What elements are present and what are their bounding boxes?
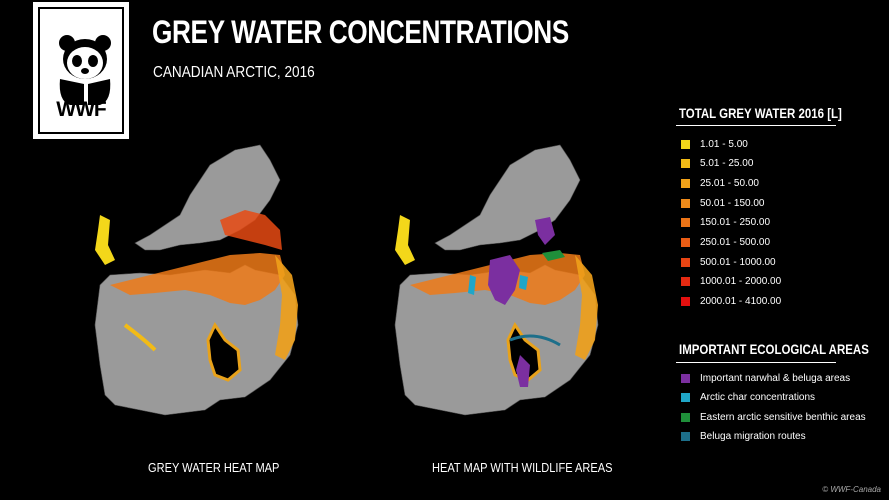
legend-item: Eastern arctic sensitive benthic areas	[681, 410, 866, 424]
panda-icon	[59, 35, 111, 105]
legend-item: 1.01 - 5.00	[681, 137, 748, 151]
legend-item: 50.01 - 150.00	[681, 196, 765, 210]
legend-label: Important narwhal & beluga areas	[700, 372, 851, 384]
arctic-islands	[434, 144, 581, 251]
legend-divider	[676, 362, 836, 363]
legend-swatch	[681, 238, 690, 247]
left-map	[94, 144, 299, 416]
heat-band-west	[95, 215, 115, 265]
legend-swatch	[681, 393, 690, 402]
legend-item: 250.01 - 500.00	[681, 236, 770, 250]
heat-band-north	[220, 210, 282, 250]
legend-item: 1000.01 - 2000.00	[681, 275, 781, 289]
legend-item: 150.01 - 250.00	[681, 216, 770, 230]
legend-label: 1000.01 - 2000.00	[700, 276, 782, 288]
legend-eco-title: IMPORTANT ECOLOGICAL AREAS	[679, 341, 869, 357]
legend-swatch	[681, 218, 690, 228]
legend-item: 5.01 - 25.00	[681, 157, 753, 171]
legend-item: 500.01 - 1000.00	[681, 255, 776, 269]
legend-label: 250.01 - 500.00	[700, 237, 771, 248]
legend-swatch	[681, 373, 690, 383]
page-subtitle: CANADIAN ARCTIC, 2016	[153, 64, 315, 81]
left-map-label: GREY WATER HEAT MAP	[148, 460, 280, 475]
legend-swatch	[681, 257, 690, 267]
legend-item: 25.01 - 50.00	[681, 176, 759, 190]
heat-band-east	[575, 255, 598, 360]
legend-item: Important narwhal & beluga areas	[681, 371, 850, 385]
legend-item: Arctic char concentrations	[681, 391, 815, 405]
narwhal-beluga-area	[488, 217, 555, 387]
legend-item: Beluga migration routes	[681, 430, 806, 444]
legend-label: Arctic char concentrations	[700, 392, 816, 403]
legend-swatch	[681, 198, 690, 208]
legend-swatch	[681, 297, 690, 307]
legend-label: 50.01 - 150.00	[700, 197, 765, 209]
legend-swatch	[681, 139, 690, 149]
heat-river	[123, 323, 157, 352]
hudson-bay-coast	[206, 321, 242, 382]
legend-swatch	[681, 277, 690, 287]
legend-grey-title: TOTAL GREY WATER 2016 [L]	[679, 105, 842, 121]
legend-label: 500.01 - 1000.00	[700, 256, 776, 268]
legend-item: 2000.01 - 4100.00	[681, 295, 781, 309]
legend-label: Eastern arctic sensitive benthic areas	[700, 411, 866, 423]
heat-band-main	[110, 253, 285, 305]
legend-swatch	[681, 159, 690, 169]
arctic-char-area	[468, 275, 528, 295]
legend-swatch	[681, 432, 690, 441]
copyright: © WWF-Canada	[822, 485, 881, 494]
right-map	[394, 144, 599, 416]
legend-label: 2000.01 - 4100.00	[700, 296, 782, 308]
legend-swatch	[681, 412, 690, 422]
legend-label: 5.01 - 25.00	[700, 158, 754, 170]
maps-area	[94, 144, 599, 416]
legend-swatch	[681, 178, 690, 188]
beluga-route	[509, 334, 561, 347]
wwf-logo: WWF	[33, 2, 129, 139]
legend-label: Beluga migration routes	[700, 431, 806, 442]
page-title: GREY WATER CONCENTRATIONS	[152, 14, 569, 50]
right-map-label: HEAT MAP WITH WILDLIFE AREAS	[432, 460, 613, 475]
logo-text: WWF	[56, 98, 106, 121]
benthic-area	[542, 250, 565, 261]
heat-band-east	[275, 255, 298, 360]
legend-label: 150.01 - 250.00	[700, 217, 771, 229]
legend-label: 1.01 - 5.00	[700, 138, 748, 150]
heat-band-west	[395, 215, 415, 265]
legend-divider	[676, 125, 836, 126]
legend-label: 25.01 - 50.00	[700, 177, 759, 189]
